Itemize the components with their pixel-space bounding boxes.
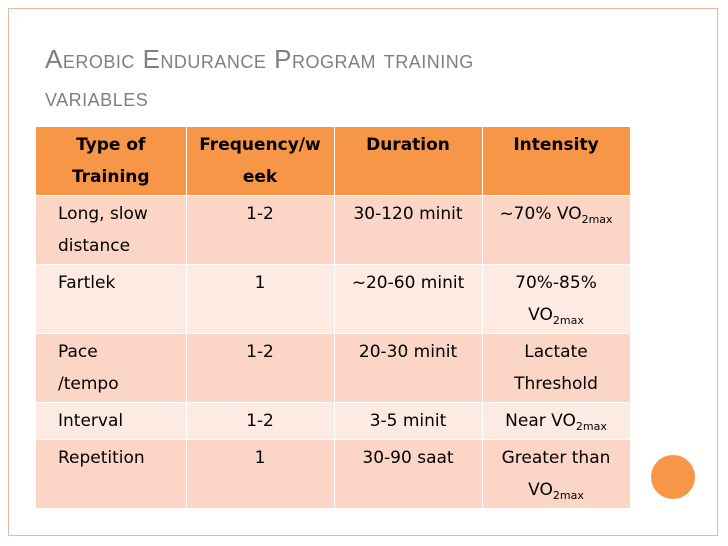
cell-type: Long, slow distance bbox=[36, 195, 187, 265]
cell-duration: 3-5 minit bbox=[334, 402, 483, 440]
table-row: Pace/tempo 1-2 20-30 minit Lactate Thresh… bbox=[36, 333, 631, 403]
decorative-circle bbox=[651, 455, 695, 499]
title-line-1: Aerobic Endurance Program training bbox=[45, 44, 474, 74]
header-frequency: Frequency/w eek bbox=[186, 127, 335, 196]
header-intensity: Intensity bbox=[482, 127, 631, 196]
table-row: Long, slow distance 1-2 30-120 minit ~70%… bbox=[36, 195, 631, 265]
cell-intensity: ~70% VO2max bbox=[482, 195, 631, 265]
cell-intensity: 70%-85% VO2max bbox=[482, 264, 631, 334]
cell-duration: ~20-60 minit bbox=[334, 264, 483, 334]
table-row: Fartlek 1 ~20-60 minit 70%-85% VO2max bbox=[36, 264, 631, 334]
header-duration: Duration bbox=[334, 127, 483, 196]
slide-frame bbox=[8, 8, 718, 536]
table-header-row: Type of Training Frequency/w eek Duration … bbox=[36, 127, 631, 196]
cell-duration: 30-90 saat bbox=[334, 439, 483, 509]
cell-type: Pace/tempo bbox=[36, 333, 187, 403]
table-row: Repetition 1 30-90 saat Greater than VO2m… bbox=[36, 439, 631, 509]
cell-duration: 30-120 minit bbox=[334, 195, 483, 265]
cell-type: Repetition bbox=[36, 439, 187, 509]
cell-frequency: 1-2 bbox=[186, 333, 335, 403]
table-row: Interval 1-2 3-5 minit Near VO2max bbox=[36, 402, 631, 440]
cell-duration: 20-30 minit bbox=[334, 333, 483, 403]
cell-type: Fartlek bbox=[36, 264, 187, 334]
cell-frequency: 1 bbox=[186, 264, 335, 334]
cell-frequency: 1-2 bbox=[186, 402, 335, 440]
cell-type: Interval bbox=[36, 402, 187, 440]
cell-frequency: 1-2 bbox=[186, 195, 335, 265]
slide-title: Aerobic Endurance Program training varia… bbox=[45, 40, 685, 116]
cell-intensity: Greater than VO2max bbox=[482, 439, 631, 509]
training-variables-table: Type of Training Frequency/w eek Duration … bbox=[36, 127, 631, 509]
header-type: Type of Training bbox=[36, 127, 187, 196]
cell-intensity: Lactate Threshold bbox=[482, 333, 631, 403]
cell-intensity: Near VO2max bbox=[482, 402, 631, 440]
cell-frequency: 1 bbox=[186, 439, 335, 509]
title-line-2: variables bbox=[45, 82, 149, 112]
